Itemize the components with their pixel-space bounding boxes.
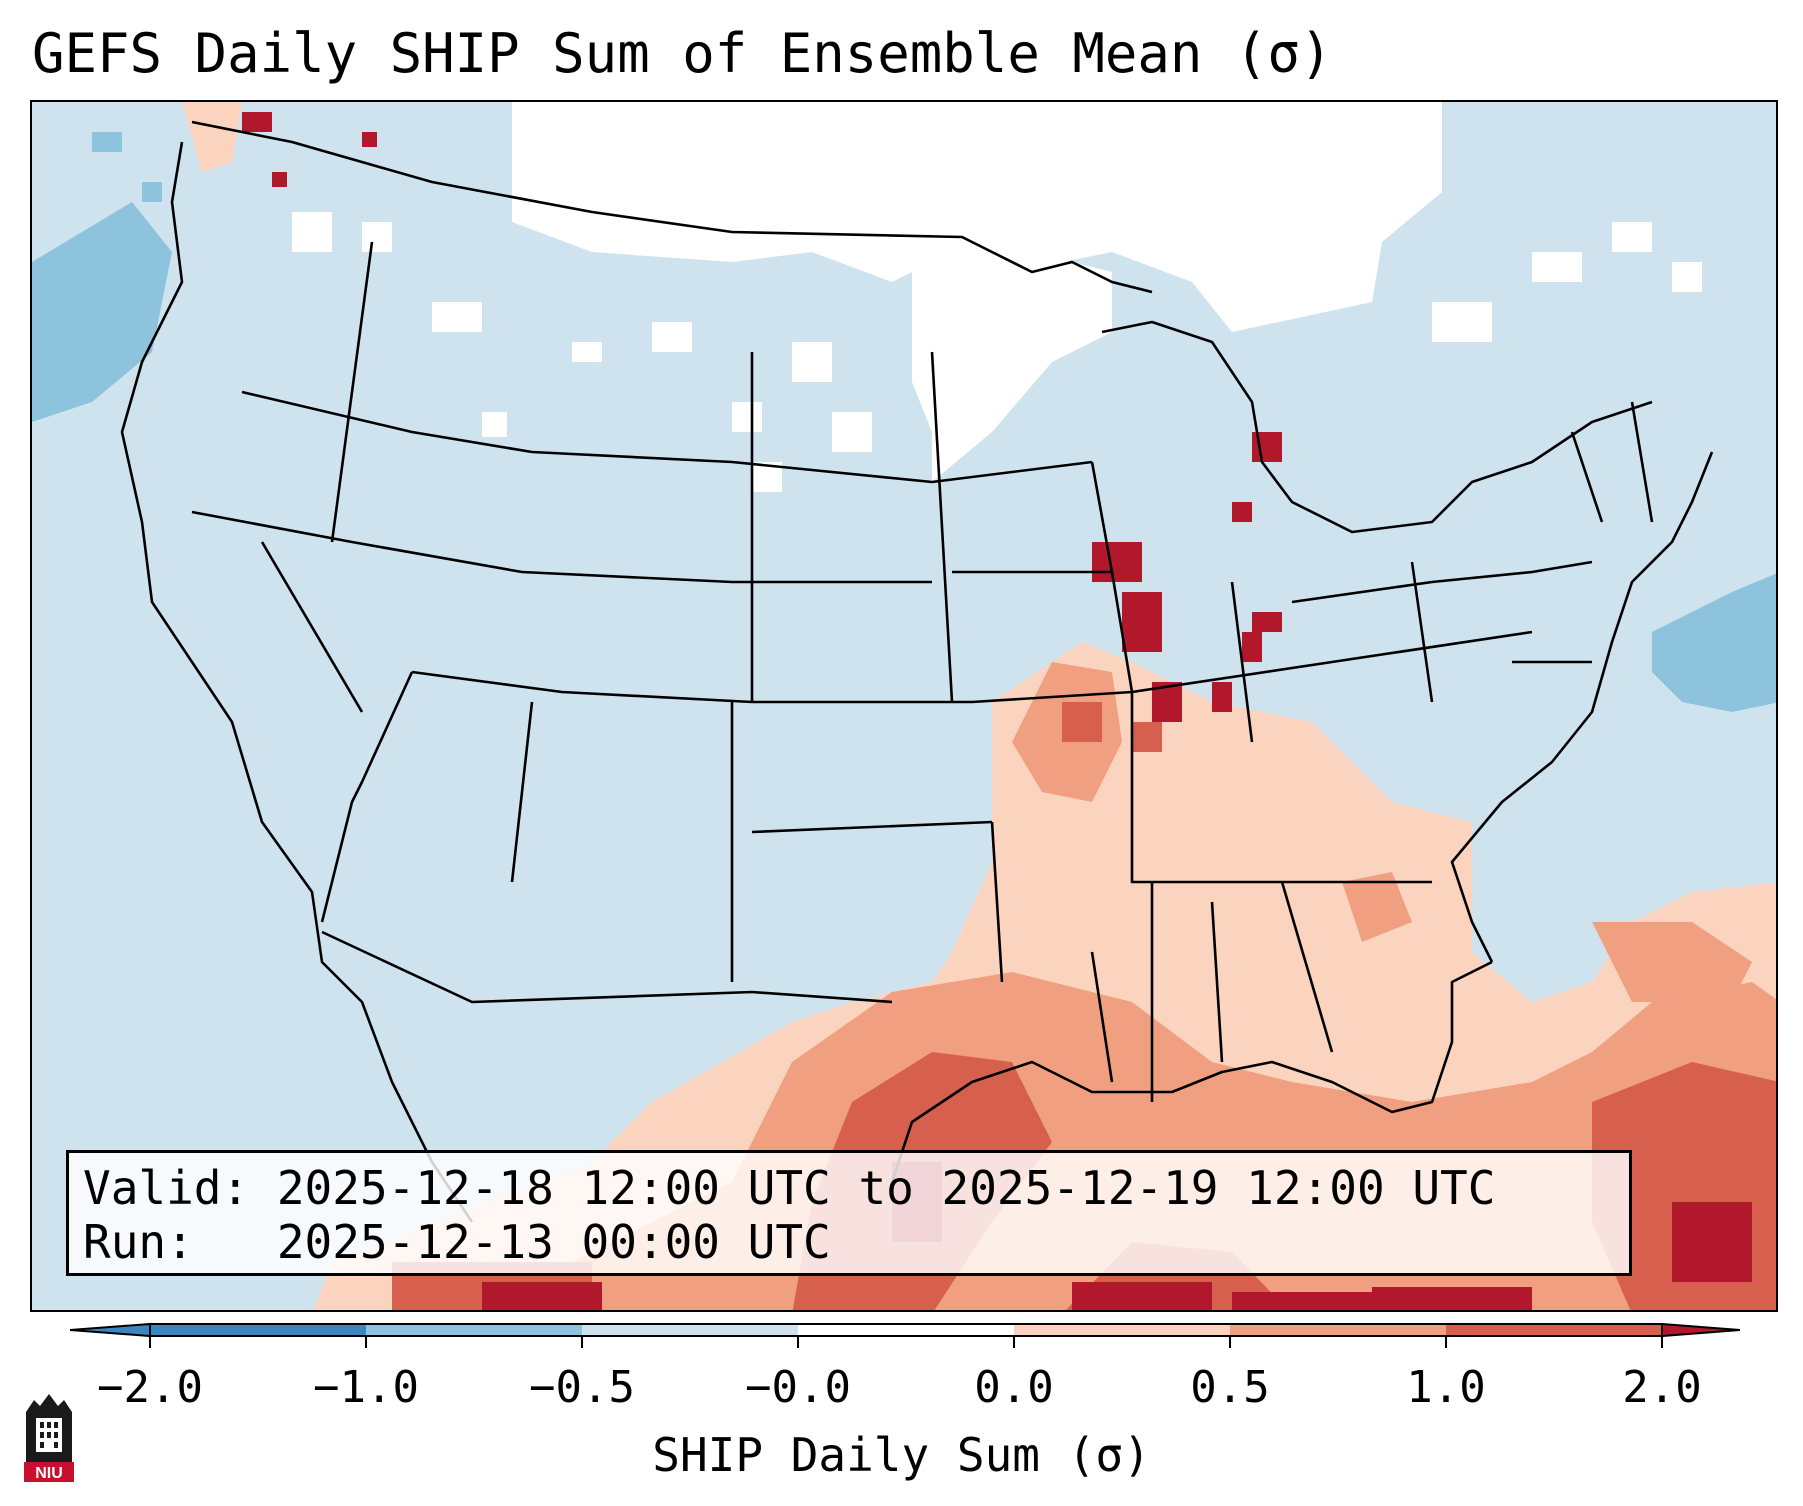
colorbar-tick-label: −2.0	[97, 1362, 203, 1413]
niu-logo: NIU	[24, 1394, 74, 1482]
info-box: Valid: 2025-12-18 12:00 UTC to 2025-12-1…	[66, 1150, 1632, 1276]
colorbar	[70, 1322, 1740, 1348]
colorbar-ticks	[149, 1336, 1663, 1348]
colorbar-bin-1	[150, 1324, 366, 1336]
colorbar-bin-5	[1014, 1324, 1230, 1336]
colorbar-tick-label: −1.0	[313, 1362, 419, 1413]
colorbar-extend-low	[70, 1322, 151, 1338]
atlantic-coast	[1450, 451, 1714, 963]
colorbar-outline	[149, 1323, 1663, 1337]
colorbar-tick-label: 0.0	[974, 1362, 1054, 1413]
colorbar-bin-4	[798, 1324, 1014, 1336]
colorbar-label: SHIP Daily Sum (σ)	[652, 1428, 1151, 1482]
map-panel	[30, 100, 1778, 1312]
valid-time-text: Valid: 2025-12-18 12:00 UTC to 2025-12-1…	[83, 1161, 1496, 1215]
gulf-coast	[890, 960, 1493, 1183]
colorbar-tick-label: 2.0	[1622, 1362, 1702, 1413]
canada-border	[191, 120, 1153, 294]
colorbar-tick-label: 0.5	[1190, 1362, 1270, 1413]
state-borders	[120, 120, 1714, 1223]
colorbar-bin-3	[582, 1324, 798, 1336]
logo-text: NIU	[35, 1465, 63, 1482]
map-title: GEFS Daily SHIP Sum of Ensemble Mean (σ)	[32, 22, 1333, 85]
colorbar-bin-7	[1446, 1324, 1662, 1336]
great-lakes	[1101, 320, 1653, 534]
map-canvas	[32, 102, 1776, 1310]
colorbar-bin-2	[366, 1324, 582, 1336]
negative-anomaly-areas	[32, 132, 1776, 712]
west-coast	[120, 141, 474, 1223]
white-areas	[292, 102, 1702, 492]
run-time-text: Run: 2025-12-13 00:00 UTC	[83, 1215, 831, 1269]
colorbar-tick-label: −0.5	[529, 1362, 635, 1413]
colorbar-bin-6	[1230, 1324, 1446, 1336]
colorbar-tick-label: 1.0	[1406, 1362, 1486, 1413]
colorbar-extend-high	[1661, 1322, 1740, 1338]
colorbar-tick-label: −0.0	[745, 1362, 851, 1413]
